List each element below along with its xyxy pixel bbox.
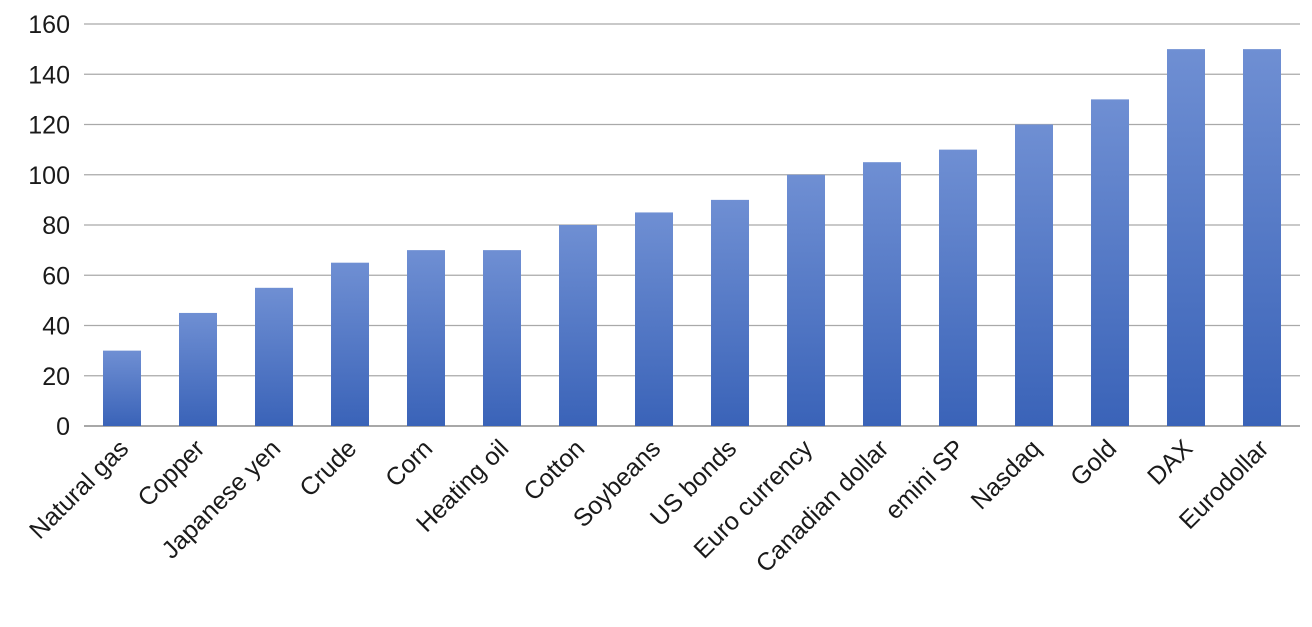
x-tick-label: Natural gas [24,434,134,544]
y-tick-label: 20 [42,363,70,391]
y-tick-label: 0 [56,413,70,441]
y-tick-label: 40 [42,313,70,341]
x-tick-label: Corn [380,434,438,492]
x-tick-label: Crude [294,434,362,502]
y-tick-label: 160 [28,11,70,39]
x-tick-label: Canadian dollar [751,434,895,578]
bar-copper [179,312,217,426]
x-tick-label: emini SP [880,434,971,525]
bar-heating-oil [483,250,521,426]
bar-canadian-dollar [863,162,901,426]
y-tick-label: 120 [28,112,70,140]
bar-dax [1167,49,1205,426]
bar-crude [331,262,369,426]
bar-us-bonds [711,199,749,426]
x-tick-label: Gold [1065,434,1122,491]
y-axis-ticks: 0 20 40 60 80 100 120 140 160 [28,11,70,441]
bars [103,49,1281,426]
bar-japanese-yen [255,287,293,426]
bar-euro-currency [787,174,825,426]
bar-soybeans [635,212,673,426]
x-tick-label: DAX [1142,434,1198,490]
bar-natural-gas [103,350,141,426]
bar-cotton [559,225,597,426]
bar-emini-sp [939,149,977,426]
bar-nasdaq [1015,124,1053,426]
y-tick-label: 60 [42,262,70,290]
x-tick-label: Copper [132,434,210,512]
y-tick-label: 100 [28,162,70,190]
y-tick-label: 80 [42,212,70,240]
y-tick-label: 140 [28,61,70,89]
x-tick-label: Cotton [518,434,590,506]
bar-eurodollar [1243,49,1281,426]
bar-corn [407,250,445,426]
x-tick-label: Nasdaq [966,434,1047,515]
bar-gold [1091,99,1129,426]
